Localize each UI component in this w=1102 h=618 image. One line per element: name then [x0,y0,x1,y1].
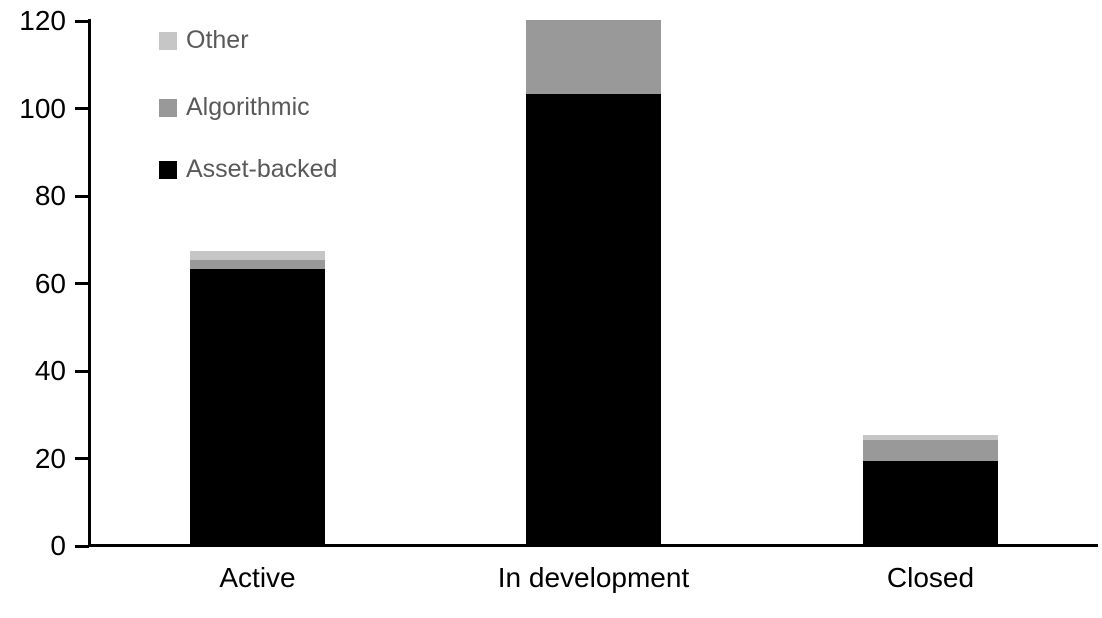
y-tick-label: 100 [19,92,66,124]
bar-segment-other-active [190,251,325,261]
legend-item-asset-backed: Asset-backed [159,157,337,182]
y-tick-mark [75,457,89,460]
y-tick-mark [75,369,89,373]
legend-item-algorithmic: Algorithmic [159,95,310,120]
y-axis-line [88,19,91,547]
legend-swatch-icon [159,98,177,117]
x-axis-line [88,544,1098,547]
legend-item-other: Other [159,28,249,53]
bar-segment-algorithmic-closed [863,439,998,462]
x-axis-label-active: Active [219,562,296,593]
bar-segment-other-closed [863,435,998,440]
x-axis-label-closed: Closed [886,562,975,593]
y-tick-mark [75,107,89,110]
legend-swatch-icon [159,31,177,50]
y-tick-label: 0 [50,530,66,561]
legend-label: Algorithmic [186,93,310,121]
bar-segment-asset-backed-in-development [526,93,661,545]
y-tick-label: 40 [34,355,66,386]
y-tick-mark [75,19,89,23]
x-axis-label-in-development: In development [497,562,690,593]
legend-label: Asset-backed [186,155,338,183]
bar-segment-asset-backed-closed [863,461,998,545]
bar-segment-asset-backed-active [190,268,325,545]
legend-label: Other [186,26,249,54]
y-tick-mark [75,194,89,198]
y-tick-label: 20 [34,442,66,474]
y-tick-label: 60 [34,267,66,299]
bar-segment-algorithmic-in-development [526,19,661,94]
y-tick-label: 80 [34,180,66,211]
y-tick-label: 120 [19,5,66,36]
y-tick-mark [75,544,89,548]
y-tick-mark [75,282,89,285]
legend-swatch-icon [159,160,177,179]
bar-segment-algorithmic-active [190,260,325,269]
